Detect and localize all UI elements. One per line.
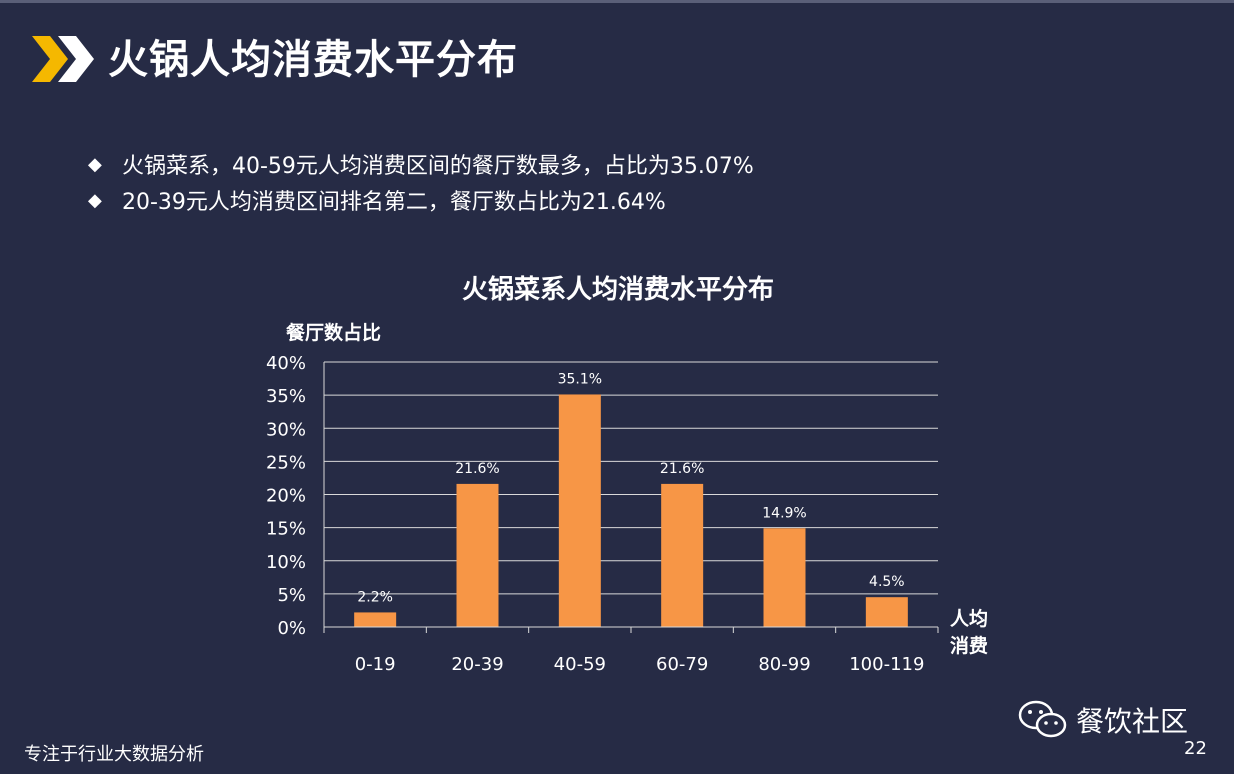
top-border: [0, 0, 1234, 3]
bullet-list: ◆ 火锅菜系，40-59元人均消费区间的餐厅数最多，占比为35.07% ◆ 20…: [88, 146, 754, 218]
brand-name: 餐饮社区: [1076, 705, 1189, 738]
data-label: 2.2%: [357, 589, 393, 605]
bullet-item: ◆ 火锅菜系，40-59元人均消费区间的餐厅数最多，占比为35.07%: [88, 146, 754, 182]
data-labels: 2.2% 21.6% 35.1% 21.6% 14.9% 4.5%: [357, 371, 904, 605]
bar: [763, 528, 806, 627]
y-tick-label: 0%: [277, 618, 306, 639]
data-label: 21.6%: [660, 461, 704, 477]
bar: [558, 394, 601, 627]
slide-title: 火锅人均消费水平分布: [108, 37, 518, 83]
x-tick-label: 80-99: [758, 654, 810, 675]
data-label: 21.6%: [455, 461, 499, 477]
x-tick-label: 60-79: [656, 654, 708, 675]
data-label: 4.5%: [869, 574, 905, 590]
x-axis-label-line-1: 人均: [950, 607, 988, 630]
y-tick-label: 10%: [266, 552, 306, 573]
x-tick-label: 40-59: [554, 654, 606, 675]
y-axis-label: 餐厅数占比: [286, 321, 381, 344]
wechat-icon: [1018, 700, 1067, 738]
x-tick-label: 20-39: [451, 654, 503, 675]
y-tick-label: 35%: [266, 386, 306, 407]
x-tick-label: 0-19: [355, 654, 396, 675]
x-tick-labels: 0-19 20-39 40-59 60-79 80-99 100-119: [355, 654, 925, 675]
y-tick-label: 25%: [266, 452, 306, 473]
bullet-item: ◆ 20-39元人均消费区间排名第二，餐厅数占比为21.64%: [88, 182, 754, 218]
gridlines: [324, 361, 938, 595]
chevron-arrows-icon: [32, 36, 94, 82]
data-label: 35.1%: [558, 371, 602, 387]
bar: [661, 483, 704, 627]
brand-mark: 餐饮社区: [1018, 700, 1188, 740]
data-label: 14.9%: [762, 505, 806, 521]
bar: [865, 597, 908, 627]
x-tick-label: 100-119: [849, 654, 924, 675]
footer-tagline: 专注于行业大数据分析: [24, 744, 204, 765]
bar: [354, 612, 397, 627]
y-tick-label: 30%: [266, 419, 306, 440]
y-tick-labels: 0% 5% 10% 15% 20% 25% 30% 35% 40%: [266, 353, 306, 639]
bars: [354, 394, 908, 627]
y-tick-label: 5%: [277, 585, 306, 606]
y-tick-label: 20%: [266, 486, 306, 507]
diamond-bullet-icon: ◆: [88, 189, 102, 211]
y-tick-label: 15%: [266, 519, 306, 540]
bullet-text: 20-39元人均消费区间排名第二，餐厅数占比为21.64%: [122, 190, 666, 215]
bar: [456, 483, 499, 627]
diamond-bullet-icon: ◆: [88, 153, 102, 175]
x-axis-label-line-2: 消费: [950, 634, 988, 657]
x-axis: [323, 362, 939, 633]
bullet-text: 火锅菜系，40-59元人均消费区间的餐厅数最多，占比为35.07%: [122, 154, 754, 179]
page-number: 22: [1184, 738, 1207, 759]
chart-title: 火锅菜系人均消费水平分布: [462, 275, 774, 305]
y-tick-label: 40%: [266, 353, 306, 374]
